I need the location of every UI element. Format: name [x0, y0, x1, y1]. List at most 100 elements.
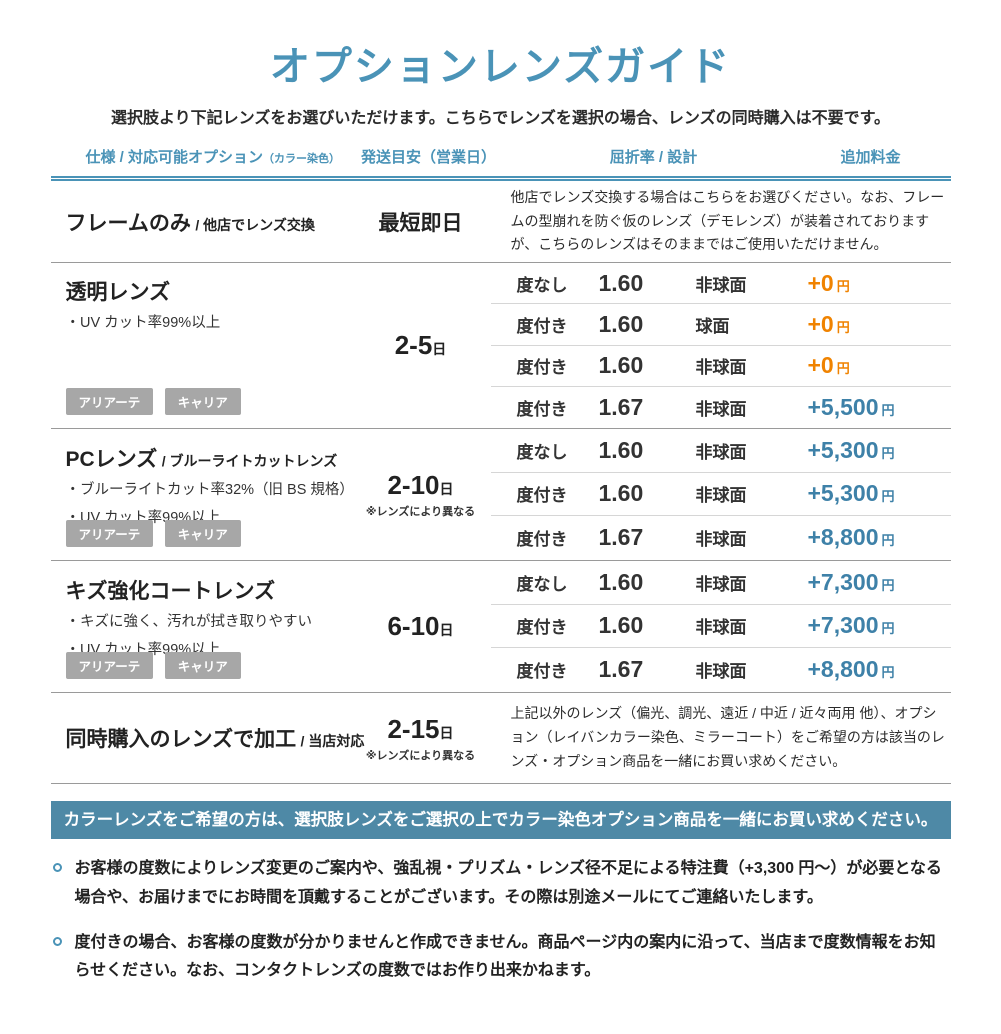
lens-design: 非球面 [695, 442, 747, 462]
shipping-cell: 6-10日 [351, 561, 491, 692]
price-unit: 円 [836, 361, 850, 377]
table-header-row: 仕様 / 対応可能オプション（カラー染色） 発送目安（営業日） 屈折率 / 設計… [51, 146, 951, 168]
row-note-text: 上記以外のレンズ（偏光、調光、遠近 / 中近 / 近々両用 他）、オプション（レ… [510, 705, 945, 769]
price-value: +7,300 円 [808, 612, 895, 639]
price-value: +8,800 円 [808, 656, 895, 683]
price-value: +0 円 [808, 311, 850, 338]
shipping-unit: 日 [439, 481, 454, 497]
options-cell: 度なし 1.60 非球面 +5,300 円 度付き 1.60 非球面 +5,300… [490, 429, 951, 560]
lens-type-name: キズ強化コートレンズ [65, 580, 276, 603]
price-unit: 円 [881, 445, 895, 461]
lens-design: 非球面 [695, 662, 747, 682]
lens-type-suffix: / 当店対応 [300, 733, 365, 749]
header-shipping: 発送目安（営業日） [360, 149, 497, 166]
spec-cell: PCレンズ / ブルーライトカットレンズ ・ブルーライトカット率32%（旧 BS… [51, 429, 354, 560]
lens-type-name: 透明レンズ [65, 281, 171, 304]
price-unit: 円 [836, 319, 850, 335]
badge-carrier: キャリア [164, 388, 241, 415]
shipping-note: ※レンズにより異なる [365, 749, 476, 762]
footnote: 度付きの場合、お客様の度数が分かりませんと作成できません。商品ページ内の案内に沿… [51, 929, 951, 987]
price-value: +5,300 円 [808, 437, 895, 464]
refractive-index: 1.60 [598, 480, 644, 507]
lens-option-row: 度付き 1.60 球面 +0 円 [490, 304, 951, 346]
price-unit: 円 [881, 665, 895, 681]
lens-type-name: フレームのみ [65, 211, 191, 235]
price-value: +0 円 [808, 352, 850, 379]
price-unit: 円 [881, 621, 895, 637]
badge-ariarte: アリアーテ [65, 652, 154, 679]
refractive-index: 1.67 [598, 656, 644, 683]
color-option-badges: アリアーテ キャリア [65, 652, 248, 679]
page-subtitle: 選択肢より下記レンズをお選びいただけます。こちらでレンズを選択の場合、レンズの同… [110, 110, 891, 127]
lens-type-name: PCレンズ [65, 448, 158, 471]
header-spec-small-label: （カラー染色） [263, 153, 341, 165]
lens-type-title: 同時購入のレンズで加工 / 当店対応 [66, 723, 365, 753]
circle-bullet-icon [52, 936, 62, 946]
header-spec: 仕様 / 対応可能オプション（カラー染色） [86, 146, 341, 167]
header-index-design: 屈折率 / 設計 [609, 149, 698, 166]
shipping-unit: 日 [439, 622, 454, 638]
options-cell: 度なし 1.60 非球面 +0 円 度付き 1.60 球面 +0 円 度付き 1.6… [490, 263, 951, 428]
spec-bullet: ・UV カット率99%以上 [65, 315, 221, 331]
shipping-days: 2-10 [387, 470, 440, 500]
lens-design: 非球面 [695, 400, 747, 420]
shipping-time: 2-15日 [387, 714, 453, 745]
lens-option-row: 度なし 1.60 非球面 +0 円 [490, 263, 951, 305]
badge-ariarte: アリアーテ [65, 520, 154, 547]
refractive-index: 1.60 [598, 436, 644, 463]
lens-design: 非球面 [695, 618, 747, 638]
color-lens-banner: カラーレンズをご希望の方は、選択肢レンズをご選択の上でカラー染色オプション商品を… [50, 801, 951, 839]
power-type: 度付き [516, 486, 568, 506]
lens-type-title: キズ強化コートレンズ [66, 575, 351, 605]
price-amount: +0 [807, 269, 834, 296]
table-row-pc-lens: PCレンズ / ブルーライトカットレンズ ・ブルーライトカット率32%（旧 BS… [50, 429, 951, 561]
circle-bullet-icon [52, 863, 62, 872]
lens-design: 非球面 [695, 358, 747, 378]
lens-type-title: フレームのみ / 他店でレンズ交換 [66, 207, 315, 237]
price-amount: +5,300 [807, 436, 879, 463]
badge-carrier: キャリア [164, 520, 241, 547]
refractive-index: 1.67 [598, 394, 644, 421]
price-unit: 円 [881, 489, 895, 505]
price-amount: +0 [807, 352, 834, 379]
price-amount: +7,300 [807, 568, 879, 595]
table-row-clear-lens: 透明レンズ ・UV カット率99%以上 アリアーテ キャリア 2-5日 度なし … [50, 263, 951, 429]
footnote-text: お客様の度数によりレンズ変更のご案内や、強乱視・プリズム・レンズ径不足による特注… [74, 860, 942, 906]
power-type: 度付き [516, 618, 568, 638]
row-note-cell: 上記以外のレンズ（偏光、調光、遠近 / 中近 / 近々両用 他）、オプション（レ… [491, 693, 951, 783]
price-unit: 円 [881, 577, 895, 593]
lens-option-row: 度なし 1.60 非球面 +7,300 円 [490, 561, 951, 605]
shipping-days: 2-15 [387, 713, 440, 744]
shipping-unit: 日 [439, 724, 454, 741]
table-row-frame-only: フレームのみ / 他店でレンズ交換 最短即日 他店でレンズ交換する場合はこちらを… [50, 181, 951, 263]
refractive-index: 1.60 [598, 612, 644, 639]
option-lens-guide: オプションレンズガイド 選択肢より下記レンズをお選びいただけます。こちらでレンズ… [50, 34, 951, 987]
spec-cell: フレームのみ / 他店でレンズ交換 [51, 181, 351, 262]
spec-cell: キズ強化コートレンズ ・キズに強く、汚れが拭き取りやすい ・UV カット率99%… [51, 561, 351, 692]
footnote-text: 度付きの場合、お客様の度数が分かりませんと作成できません。商品ページ内の案内に沿… [74, 933, 936, 980]
lens-design: 非球面 [695, 275, 747, 295]
spec-bullet: ・ブルーライトカット率32%（旧 BS 規格） [65, 482, 354, 498]
shipping-unit: 日 [432, 341, 447, 357]
refractive-index: 1.60 [598, 310, 644, 337]
shipping-cell: 最短即日 [351, 181, 491, 262]
page-title: オプションレンズガイド [269, 45, 732, 89]
shipping-time: 6-10日 [387, 611, 453, 642]
shipping-days: 2-5 [394, 330, 433, 360]
refractive-index: 1.60 [598, 352, 644, 379]
price-amount: +7,300 [807, 612, 879, 639]
shipping-time: 2-10日 [387, 470, 453, 501]
shipping-note: ※レンズにより異なる [365, 506, 476, 518]
price-value: +5,300 円 [808, 480, 895, 507]
lens-option-row: 度付き 1.67 非球面 +5,500 円 [491, 387, 951, 428]
price-value: +8,800 円 [808, 524, 895, 551]
lens-design: 非球面 [695, 530, 747, 550]
lens-option-row: 度付き 1.67 非球面 +8,800 円 [491, 648, 951, 692]
price-amount: +0 [807, 310, 834, 337]
shipping-time: 2-5日 [395, 330, 447, 361]
price-value: +5,500 円 [808, 394, 895, 421]
power-type: 度なし [516, 442, 568, 462]
lens-design: 非球面 [695, 574, 747, 594]
price-value: +7,300 円 [808, 569, 895, 596]
lens-option-row: 度付き 1.60 非球面 +0 円 [490, 346, 951, 387]
